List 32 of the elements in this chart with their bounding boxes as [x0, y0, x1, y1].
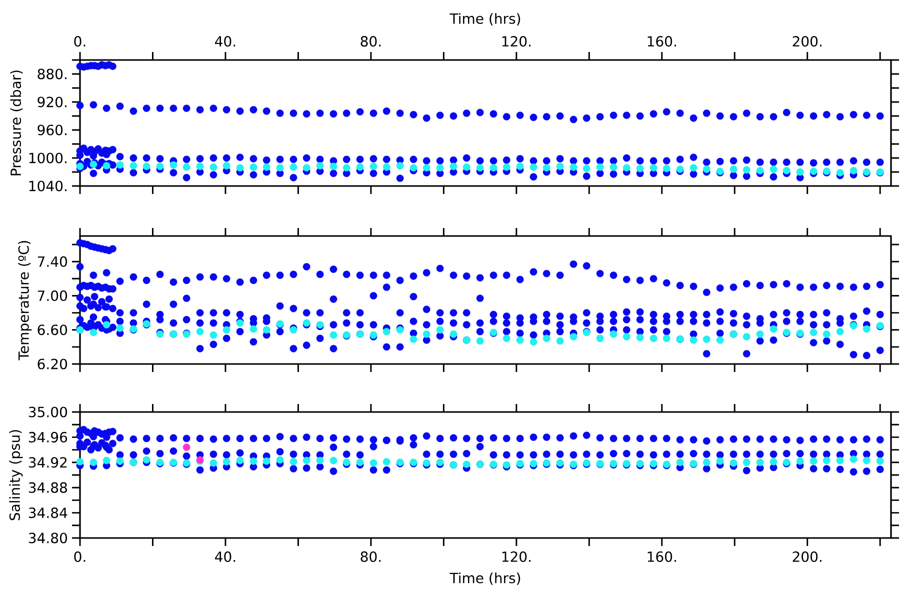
- y-axis-title: Salinity (psu): [9, 430, 23, 520]
- y-tick-label: 6.60: [38, 324, 68, 336]
- x-tick-label: 0.: [74, 36, 86, 47]
- y-axis-title: Temperature (ºC): [18, 241, 32, 360]
- y-tick-label: 920.: [38, 96, 66, 108]
- x-tick-label: 80.: [360, 551, 381, 562]
- x-tick-label: 40.: [215, 551, 236, 562]
- x-tick-label: 0.: [74, 551, 86, 562]
- y-tick-label: 960.: [38, 124, 66, 136]
- x-tick-label: 160.: [648, 551, 676, 562]
- y-tick-label: 34.92: [28, 457, 67, 468]
- x-axis-title: Time (hrs): [450, 13, 520, 26]
- y-tick-label: 34.84: [28, 508, 68, 518]
- y-tick-label: 34.96: [28, 432, 68, 442]
- y-tick-label: 35.00: [28, 406, 68, 418]
- y-tick-label: 7.00: [38, 290, 68, 302]
- y-tick-label: 880.: [38, 68, 66, 80]
- x-tick-label: 160.: [648, 36, 676, 47]
- x-tick-label: 80.: [360, 36, 381, 47]
- x-tick-label: 120.: [502, 36, 530, 47]
- y-axis-title: Pressure (dbar): [10, 70, 23, 176]
- x-tick-label: 200.: [792, 36, 822, 47]
- y-tick-label: 7.40: [38, 256, 68, 267]
- x-tick-label: 40.: [215, 36, 236, 47]
- x-axis-title: Time (hrs): [450, 572, 520, 585]
- x-tick-label: 200.: [792, 551, 822, 562]
- y-tick-label: 1000.: [29, 152, 66, 164]
- x-tick-label: 120.: [502, 551, 530, 562]
- y-tick-label: 34.80: [28, 532, 68, 544]
- y-tick-label: 34.88: [28, 482, 67, 493]
- y-tick-label: 1040.: [29, 180, 66, 192]
- y-tick-label: 6.20: [38, 358, 68, 370]
